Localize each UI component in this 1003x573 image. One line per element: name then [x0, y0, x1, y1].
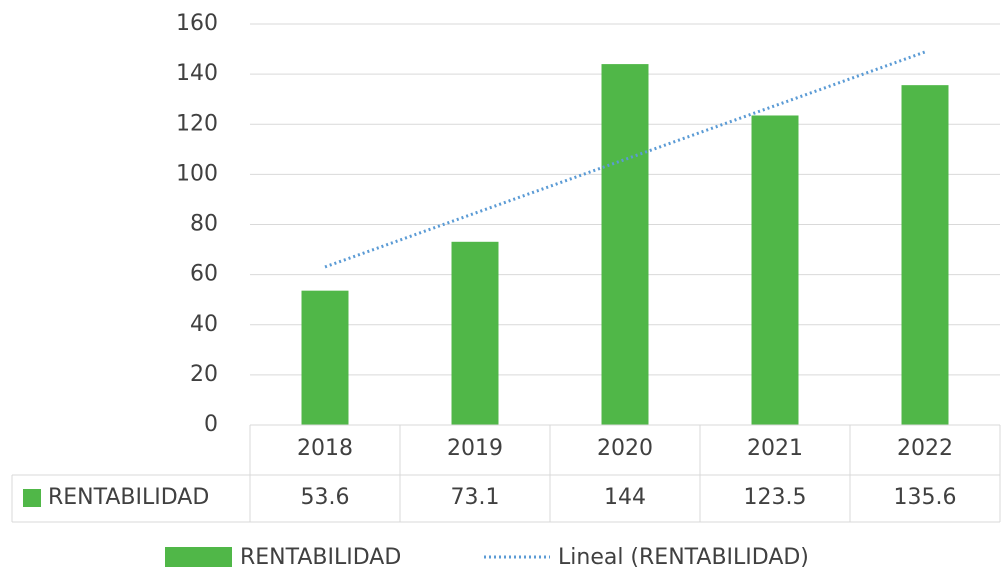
table-value: 53.6 — [301, 485, 350, 510]
bar — [751, 115, 799, 426]
bar — [451, 241, 499, 425]
legend-label: RENTABILIDAD — [240, 545, 401, 570]
table-legend-key — [23, 489, 41, 507]
table-value: 73.1 — [451, 485, 500, 510]
x-tick-label: 2020 — [597, 436, 653, 461]
x-tick-label: 2022 — [897, 436, 953, 461]
x-tick-label: 2019 — [447, 436, 503, 461]
x-tick-label: 2021 — [747, 436, 803, 461]
trendline — [324, 50, 926, 269]
y-tick-label: 40 — [190, 312, 218, 337]
table-value: 135.6 — [894, 485, 957, 510]
y-tick-label: 120 — [176, 111, 218, 136]
y-tick-label: 80 — [190, 212, 218, 237]
table-value: 123.5 — [744, 485, 807, 510]
table-value: 144 — [604, 485, 646, 510]
bar — [301, 290, 349, 425]
y-tick-label: 100 — [176, 161, 218, 186]
y-tick-label: 160 — [176, 11, 218, 36]
table-row-label: RENTABILIDAD — [48, 485, 209, 510]
y-tick-label: 60 — [190, 262, 218, 287]
bar — [901, 85, 949, 425]
legend-key — [165, 547, 232, 567]
x-tick-label: 2018 — [297, 436, 353, 461]
y-tick-label: 20 — [190, 362, 218, 387]
y-tick-label: 140 — [176, 61, 218, 86]
bar — [601, 64, 649, 425]
legend-label: Lineal (RENTABILIDAD) — [558, 545, 809, 570]
y-tick-label: 0 — [204, 412, 218, 437]
